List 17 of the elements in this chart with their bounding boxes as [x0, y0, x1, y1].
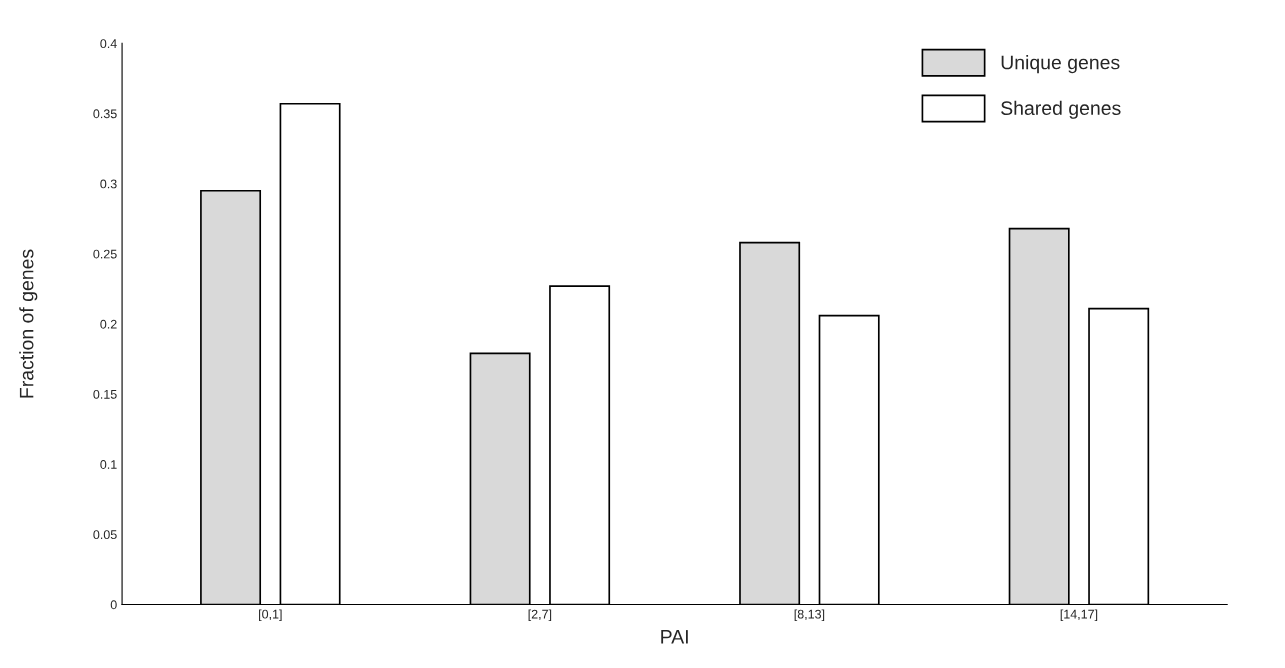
y-tick-label: 0.15 — [93, 389, 117, 399]
y-tick-label: 0.05 — [93, 530, 117, 540]
y-axis-title: Fraction of genes — [19, 249, 38, 398]
legend-label: Unique genes — [1001, 55, 1120, 74]
y-tick-label: 0.2 — [100, 319, 117, 329]
y-tick-label: 0.1 — [100, 460, 117, 469]
y-tick-label: 0.4 — [100, 39, 117, 49]
y-tick-label: 0 — [110, 600, 117, 610]
x-axis-title: PAI — [661, 630, 688, 644]
y-tick-label: 0.25 — [93, 249, 117, 259]
x-tick-label: [14,17] — [1060, 609, 1098, 622]
x-tick-label: [8,13] — [794, 609, 825, 622]
x-tick-label: [0,1] — [259, 609, 282, 622]
x-tick-label: [2,7] — [528, 609, 552, 622]
legend-label: Shared genes — [1001, 100, 1121, 119]
y-tick-label: 0.35 — [93, 109, 117, 119]
y-tick-label: 0.3 — [100, 179, 117, 189]
